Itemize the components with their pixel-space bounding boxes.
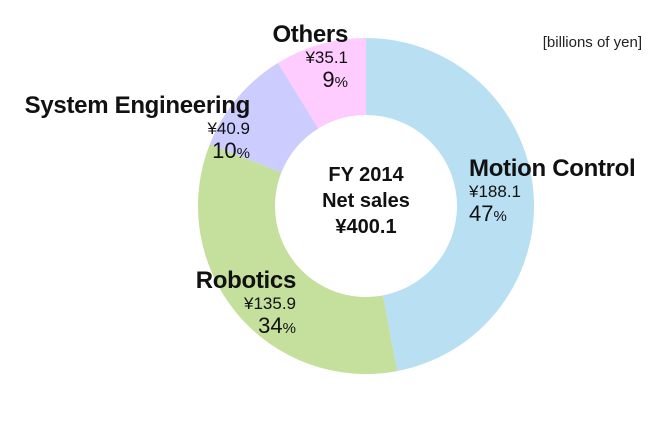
slice-percent: 47%	[469, 201, 507, 226]
slice-label-robotics: Robotics ¥135.9 34%	[195, 267, 297, 341]
slice-system-engineering	[209, 62, 319, 173]
center-label: FY 2014 Net sales ¥400.1	[276, 162, 456, 240]
slice-value: ¥40.9	[207, 119, 250, 138]
slice-percent: 10%	[212, 138, 250, 163]
slice-label-others: Others ¥35.1 9%	[272, 22, 348, 95]
center-label-total: ¥400.1	[335, 216, 397, 238]
slice-label-system-engineering: System Engineering ¥40.9 10%	[24, 92, 251, 166]
unit-note: [billions of yen]	[542, 34, 642, 51]
slice-percent: 9%	[322, 67, 348, 92]
center-label-title: Net sales	[322, 190, 410, 212]
slice-label-motion-control: Motion Control ¥188.1 47%	[469, 155, 636, 229]
slice-percent: 34%	[258, 313, 296, 338]
slice-name: Motion Control	[469, 155, 636, 182]
slice-value: ¥35.1	[305, 48, 348, 67]
slice-name: Others	[272, 21, 348, 48]
slice-others	[277, 38, 366, 129]
slice-motion-control	[366, 38, 535, 372]
slice-value: ¥135.9	[244, 294, 296, 313]
slice-robotics	[198, 144, 398, 375]
slice-name: System Engineering	[24, 92, 251, 119]
slice-value: ¥188.1	[469, 182, 521, 201]
slice-name: Robotics	[195, 267, 297, 294]
center-label-year: FY 2014	[328, 164, 404, 186]
